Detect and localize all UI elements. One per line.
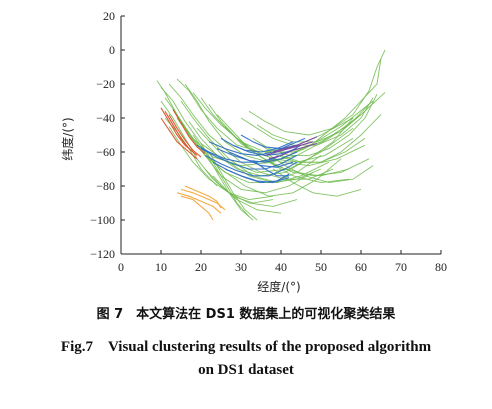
x-tick-label: 40: [275, 260, 287, 274]
track-line: [164, 110, 198, 156]
y-tick-label: 0: [109, 43, 115, 57]
track-line: [160, 87, 354, 173]
track-line: [280, 114, 382, 163]
track-line: [180, 188, 226, 211]
track-line: [224, 168, 290, 184]
track-line: [240, 134, 298, 150]
track-line: [272, 136, 318, 153]
track-line: [216, 148, 298, 163]
x-tick-label: 20: [195, 260, 207, 274]
y-tick-label: −80: [96, 179, 115, 193]
track-line: [204, 168, 282, 214]
track-line: [172, 109, 342, 197]
track-line: [172, 109, 206, 155]
x-tick-label: 50: [315, 260, 327, 274]
track-line: [240, 97, 374, 146]
track-line: [252, 160, 289, 177]
x-tick-label: 60: [355, 260, 367, 274]
track-line: [176, 192, 222, 214]
y-tick-label: −20: [96, 77, 115, 91]
track-line: [160, 117, 198, 160]
x-tick-label: 10: [155, 260, 167, 274]
track-line: [200, 148, 298, 170]
caption-chinese: 图 7 本文算法在 DS1 数据集上的可视化聚类结果: [96, 307, 396, 322]
track-line: [180, 195, 214, 221]
x-tick-label: 30: [235, 260, 247, 274]
track-line: [264, 141, 314, 156]
track-line: [268, 142, 318, 160]
track-line: [176, 117, 322, 184]
y-tick-label: −60: [96, 145, 115, 159]
track-line: [208, 137, 306, 156]
track-line: [168, 114, 202, 158]
x-tick-label: 0: [118, 260, 124, 274]
y-tick-label: −40: [96, 111, 115, 125]
x-tick-label: 80: [435, 260, 447, 274]
track-line: [184, 185, 222, 209]
track-line: [192, 92, 370, 153]
track-line: [220, 137, 294, 153]
caption-english-line1: Fig.7 Visual clustering results of the p…: [60, 339, 432, 355]
x-axis-label: 经度/(°): [257, 279, 300, 294]
y-tick-label: 20: [103, 9, 115, 23]
track-line: [224, 148, 334, 180]
track-line: [272, 168, 362, 197]
y-tick-label: −100: [90, 213, 115, 227]
y-tick-label: −120: [90, 247, 115, 261]
track-line: [184, 83, 386, 163]
track-line: [204, 154, 298, 177]
track-lines: [156, 49, 386, 221]
track-line: [212, 175, 298, 207]
chart-plot: 0 10 20 30 40 50 60 70 80 20 0 −20 −40 −60 −80 −100 −120…: [60, 9, 447, 294]
track-line: [200, 143, 250, 217]
track-line: [208, 104, 366, 167]
y-axis-label: 纬度/(°): [60, 117, 75, 160]
axes: [120, 15, 442, 255]
tick-labels: 0 10 20 30 40 50 60 70 80 20 0 −20 −40 −60 −80 −100 −120: [90, 9, 447, 274]
track-line: [260, 138, 366, 163]
track-line: [248, 49, 386, 136]
x-tick-label: 70: [395, 260, 407, 274]
caption-english-line2: on DS1 dataset: [198, 362, 294, 378]
